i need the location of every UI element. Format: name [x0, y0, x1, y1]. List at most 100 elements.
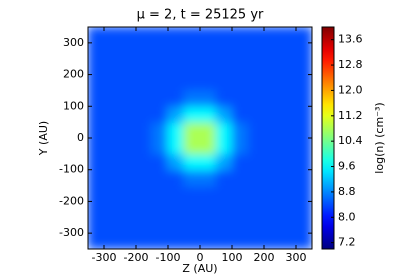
heatmap-cell	[231, 74, 249, 91]
heatmap-cell	[199, 216, 217, 234]
heatmap-cell	[215, 216, 233, 234]
heatmap-cell	[215, 74, 233, 91]
heatmap-cell	[151, 105, 169, 123]
x-tick-label: 100	[222, 251, 243, 264]
heatmap-cell	[103, 232, 121, 249]
heatmap-cell	[295, 153, 312, 171]
heatmap-cell	[135, 105, 153, 123]
heatmap-cell	[135, 58, 153, 76]
heatmap-cell	[103, 200, 121, 218]
y-tick-label: 200	[63, 68, 84, 81]
heatmap-cell	[119, 58, 137, 76]
heatmap-cell	[119, 169, 137, 187]
heatmap-cell	[215, 105, 233, 123]
x-tick-label: 0	[197, 251, 204, 264]
heatmap-cell	[135, 74, 153, 91]
heatmap-cell	[263, 58, 281, 76]
heatmap-cell	[103, 169, 121, 187]
heatmap-cell	[119, 153, 137, 171]
heatmap-cell	[183, 232, 201, 249]
heatmap-cell	[279, 121, 297, 139]
heatmap-cell	[247, 169, 265, 187]
heatmap-cell	[183, 153, 201, 171]
heatmap-cell	[215, 137, 233, 155]
colorbar-tick-label: 10.4	[338, 134, 363, 147]
heatmap-cell	[199, 89, 217, 107]
heatmap-cell	[88, 169, 105, 187]
heatmap-cell	[119, 121, 137, 139]
heatmap-cell	[247, 137, 265, 155]
heatmap-cell	[295, 89, 312, 107]
heatmap-cell	[119, 216, 137, 234]
colorbar-tick-label: 12.0	[338, 83, 363, 96]
heatmap-cell	[88, 105, 105, 123]
heatmap-cell	[215, 153, 233, 171]
heatmap-cell	[295, 137, 312, 155]
heatmap-cell	[199, 169, 217, 187]
heatmap-cell	[263, 169, 281, 187]
y-tick-label: 300	[63, 36, 84, 49]
heatmap-cell	[183, 74, 201, 91]
heatmap-cell	[215, 42, 233, 60]
heatmap-cell	[231, 27, 249, 44]
heatmap-cell	[135, 200, 153, 218]
heatmap-cell	[215, 169, 233, 187]
heatmap-cell	[199, 27, 217, 44]
heatmap-cell	[279, 232, 297, 249]
heatmap-cell	[215, 58, 233, 76]
heatmap-cell	[263, 27, 281, 44]
colorbar-tick-label: 7.2	[338, 236, 356, 249]
heatmap-cell	[88, 58, 105, 76]
heatmap-cell	[135, 42, 153, 60]
heatmap-cell	[295, 121, 312, 139]
heatmap-cell	[199, 200, 217, 218]
heatmap-cell	[183, 42, 201, 60]
heatmap-cell	[103, 153, 121, 171]
heatmap-cell	[279, 58, 297, 76]
heatmap-cell	[183, 89, 201, 107]
y-tick-label: 0	[77, 131, 84, 144]
heatmap-cell	[279, 185, 297, 202]
heatmap-cell	[263, 42, 281, 60]
heatmap-cell	[151, 185, 169, 202]
heatmap-cell	[151, 232, 169, 249]
heatmap-cell	[88, 89, 105, 107]
heatmap-cell	[263, 232, 281, 249]
heatmap-cell	[88, 153, 105, 171]
heatmap-cell	[183, 137, 201, 155]
heatmap-cell	[231, 153, 249, 171]
heatmap-cell	[247, 58, 265, 76]
heatmap-cell	[88, 185, 105, 202]
heatmap-cell	[295, 74, 312, 91]
heatmap-cell	[199, 185, 217, 202]
heatmap-cell	[88, 137, 105, 155]
y-axis-label: Y (AU)	[37, 121, 50, 156]
heatmap-cell	[103, 42, 121, 60]
heatmap-cell	[167, 74, 185, 91]
heatmap-cell	[119, 200, 137, 218]
x-tick-label: -100	[156, 251, 181, 264]
heatmap-cell	[295, 200, 312, 218]
heatmap-cell	[103, 137, 121, 155]
heatmap-cell	[183, 216, 201, 234]
heatmap-cell	[247, 105, 265, 123]
heatmap-cell	[135, 232, 153, 249]
heatmap-cell	[279, 137, 297, 155]
heatmap-cell	[263, 89, 281, 107]
colorbar-tick-label: 12.8	[338, 58, 363, 71]
heatmap-cell	[183, 58, 201, 76]
heatmap-cell	[295, 58, 312, 76]
heatmap-cell	[88, 232, 105, 249]
colorbar-tick-label: 8.0	[338, 210, 356, 223]
y-tick-label: 100	[63, 99, 84, 112]
heatmap-cell	[119, 185, 137, 202]
heatmap-cell	[263, 153, 281, 171]
heatmap-cell	[263, 185, 281, 202]
x-tick-label: 300	[286, 251, 307, 264]
heatmap-cell	[167, 232, 185, 249]
heatmap-cell	[103, 105, 121, 123]
heatmap-cell	[263, 216, 281, 234]
x-tick-label: -300	[92, 251, 117, 264]
heatmap-cell	[263, 121, 281, 139]
heatmap-cell	[135, 137, 153, 155]
